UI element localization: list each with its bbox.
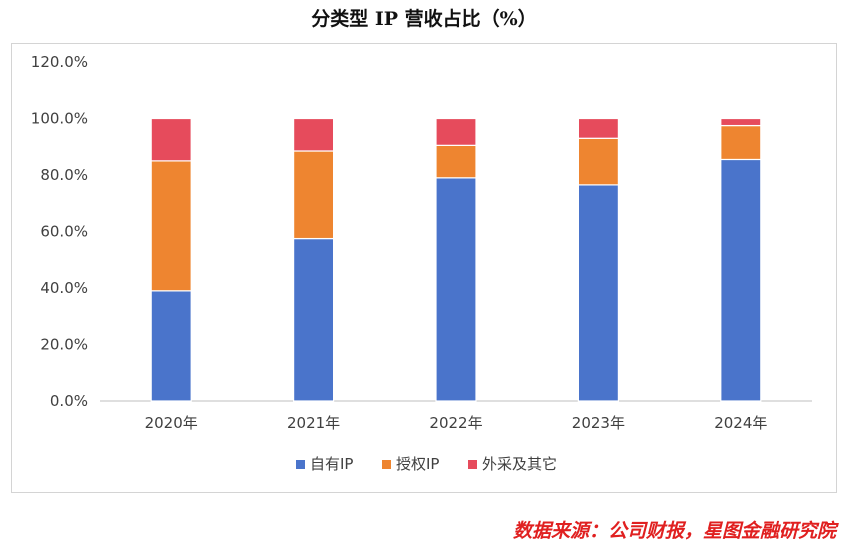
y-tick-label: 0.0% xyxy=(50,392,88,410)
y-tick-label: 120.0% xyxy=(31,53,88,71)
legend-label: 授权IP xyxy=(396,455,439,473)
bar-licensed-ip xyxy=(720,124,762,161)
source-note: 数据来源：公司财报，星图金融研究院 xyxy=(512,520,836,542)
bar-other xyxy=(720,117,762,127)
x-tick-label: 2020年 xyxy=(145,414,198,432)
chart-frame xyxy=(11,43,837,493)
legend-label: 外采及其它 xyxy=(482,455,557,473)
bar-licensed-ip xyxy=(435,144,477,179)
legend-swatch xyxy=(468,460,477,469)
y-tick-label: 40.0% xyxy=(40,279,88,297)
bar-self-ip xyxy=(720,158,762,402)
bar-self-ip xyxy=(435,177,477,402)
x-tick-label: 2024年 xyxy=(714,414,767,432)
bar-licensed-ip xyxy=(293,150,335,240)
y-tick-label: 20.0% xyxy=(40,336,88,354)
x-tick-label: 2023年 xyxy=(572,414,625,432)
x-tick-label: 2021年 xyxy=(287,414,340,432)
chart-title: 分类型 IP 营收占比（%） xyxy=(311,8,537,30)
bar-self-ip xyxy=(150,290,192,402)
x-tick-label: 2022年 xyxy=(429,414,482,432)
legend-swatch xyxy=(296,460,305,469)
bar-self-ip xyxy=(293,237,335,402)
bar-self-ip xyxy=(577,184,620,402)
legend-swatch xyxy=(382,460,391,469)
legend-label: 自有IP xyxy=(310,455,353,473)
y-tick-label: 80.0% xyxy=(40,166,88,184)
bar-other xyxy=(150,117,192,162)
y-tick-label: 60.0% xyxy=(40,223,88,241)
bar-other xyxy=(293,117,335,152)
bar-licensed-ip xyxy=(150,160,192,292)
bar-other xyxy=(435,117,477,146)
bar-licensed-ip xyxy=(577,137,620,186)
bar-other xyxy=(577,117,620,139)
y-tick-label: 100.0% xyxy=(31,110,88,128)
